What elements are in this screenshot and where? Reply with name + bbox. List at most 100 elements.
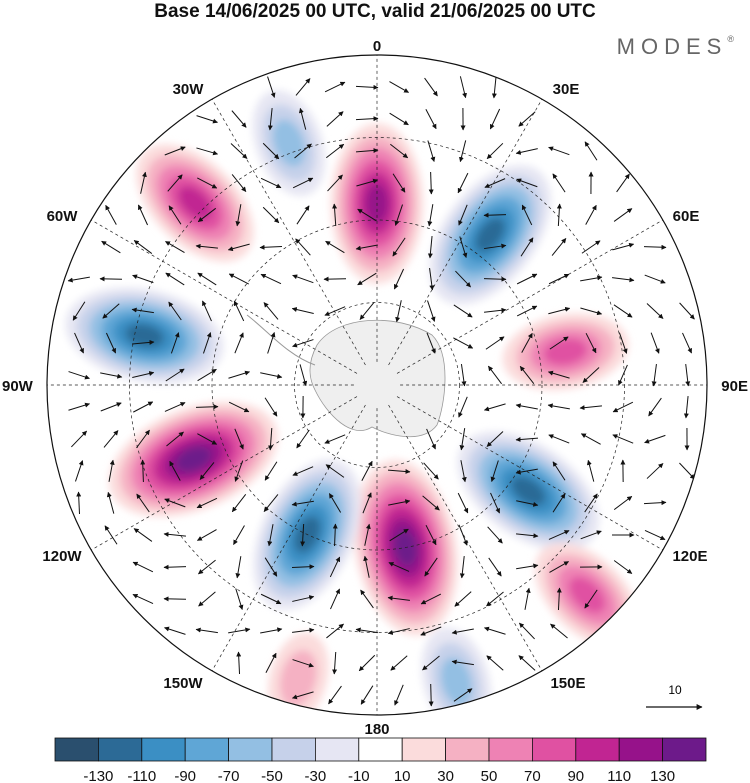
wind-vector [612,242,635,251]
wind-vector [100,402,122,412]
wind-vector [582,367,600,383]
wind-vector [231,110,247,128]
wind-vector [484,626,506,635]
wind-vector [427,300,436,322]
anomaly-cell [109,401,278,517]
wind-vector [295,238,311,256]
wind-vector [458,140,467,163]
colorbar-label: 110 [607,768,631,783]
colorbar-swatch [662,737,707,762]
brand-logo: MODES® [616,34,734,59]
wind-vector [136,429,150,449]
wind-vector [132,371,155,378]
wind-vector [67,276,90,283]
wind-vector [613,495,633,511]
wind-vector [292,595,315,602]
wind-vector [235,588,244,610]
wind-vector [166,431,184,447]
wind-vector [549,336,569,350]
wind-vector [422,655,440,671]
wind-vector [355,244,378,251]
lon-label-120w: 120W [42,548,82,565]
wind-vector [483,212,507,218]
wind-vector [580,433,601,445]
wind-vector [548,146,570,156]
wind-vector [679,302,695,320]
wind-vector [581,240,601,254]
wind-vector [548,273,570,285]
wind-vector [104,525,118,545]
wind-vector [357,272,377,286]
wind-vector [355,627,378,634]
wind-vector [268,427,274,451]
wind-vector [460,364,467,387]
wind-vector [484,307,507,313]
wind-vector [486,431,504,447]
globe-field [47,55,707,715]
wind-vector [516,500,539,507]
lon-label-60e: 60E [673,208,700,225]
wind-vector [164,402,186,412]
wind-vector [580,530,602,540]
wind-vector [685,364,691,387]
wind-vector [612,434,634,444]
wind-vector [521,204,533,226]
wind-vector [643,244,667,250]
wind-vector [487,526,503,544]
wind-vector [451,628,474,635]
wind-vector [390,143,409,159]
wind-vector [291,564,315,570]
wind-vector [516,533,539,539]
wind-vector [165,368,185,382]
wind-vector [648,397,662,417]
wind-vector [459,428,466,451]
wind-vector [196,115,218,124]
colorbar-swatch [445,737,490,762]
wind-vector [332,203,338,227]
wind-vector [483,276,507,282]
wind-vector [295,78,311,96]
wind-vector [551,238,567,256]
wind-vector [683,396,689,419]
wind-vector [521,332,533,353]
wind-vector [580,307,603,316]
wind-vector [326,623,344,639]
lon-label-150e: 150E [550,675,585,692]
wind-vector [484,178,506,188]
wind-vector [490,460,499,482]
vector-reference: 10 [646,683,703,710]
wind-vector [423,462,439,480]
wind-vector [131,339,155,345]
colorbar-swatch [271,737,316,762]
wind-vector [520,237,534,257]
wind-vector [72,301,86,321]
wind-vector [235,204,242,227]
wind-vector [164,146,186,156]
wind-vector [360,685,374,705]
wind-vector [453,688,473,702]
wind-vector [75,460,84,482]
wind-vector [613,560,633,574]
wind-vector [140,171,147,194]
wind-vector [140,459,146,483]
wind-vector [328,685,342,705]
wind-vector [325,143,345,159]
lat-lon-grid [47,55,707,715]
wind-vector [584,493,598,513]
latitude-circle [294,302,460,468]
wind-vector [460,460,467,483]
wind-vector [548,306,571,315]
wind-vector [458,524,468,546]
wind-vector [454,591,472,607]
wind-vector [325,464,345,478]
wind-vector [427,236,433,259]
wind-vector [195,404,219,410]
wind-vector [260,593,282,605]
wind-vector [227,243,250,252]
wind-vector [584,589,598,609]
wind-vector [296,205,310,225]
wind-vector [292,177,314,189]
colorbar-label: -30 [305,768,327,783]
wind-vector [329,556,341,578]
wind-vector [552,493,566,513]
